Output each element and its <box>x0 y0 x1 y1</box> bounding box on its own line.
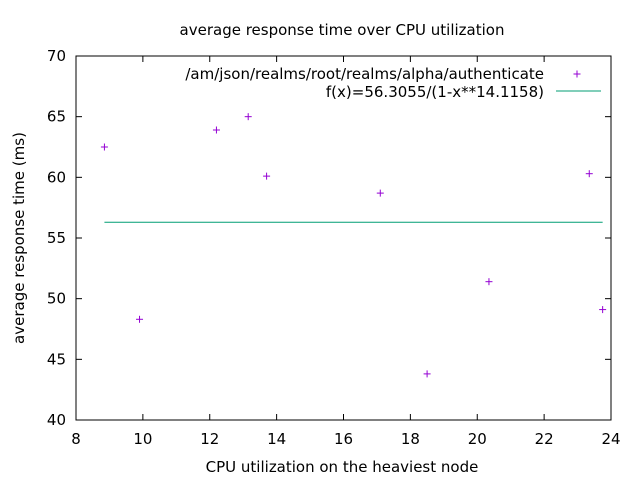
y-tick-label: 45 <box>47 350 66 368</box>
y-tick-label: 50 <box>47 290 66 308</box>
legend-marker-series-1 <box>573 70 581 78</box>
data-point <box>485 278 493 286</box>
data-point <box>376 189 384 197</box>
legend-label-series-2: f(x)=56.3055/(1-x**14.1158) <box>326 83 544 101</box>
y-axis-label: average response time (ms) <box>10 132 28 344</box>
x-axis: 8 10 12 14 16 18 20 22 24 <box>71 56 621 448</box>
x-tick-label: 10 <box>133 430 152 448</box>
series-layer <box>100 113 607 378</box>
data-point <box>100 143 108 151</box>
x-axis-label: CPU utilization on the heaviest node <box>206 458 479 476</box>
x-tick-label: 20 <box>468 430 487 448</box>
data-point <box>423 370 431 378</box>
x-tick-label: 14 <box>267 430 286 448</box>
legend: /am/json/realms/root/realms/alpha/authen… <box>185 65 601 101</box>
chart-title: average response time over CPU utilizati… <box>180 21 505 39</box>
y-tick-label: 65 <box>47 108 66 126</box>
data-point <box>599 306 607 314</box>
x-tick-label: 16 <box>334 430 353 448</box>
data-point <box>263 172 271 180</box>
y-axis: 40 45 50 55 60 65 70 <box>47 47 611 429</box>
x-tick-label: 8 <box>71 430 81 448</box>
plot-border <box>75 55 612 421</box>
x-tick-label: 18 <box>401 430 420 448</box>
x-tick-label: 24 <box>601 430 620 448</box>
y-tick-label: 70 <box>47 47 66 65</box>
data-point <box>244 113 252 121</box>
legend-label-series-1: /am/json/realms/root/realms/alpha/authen… <box>185 65 544 83</box>
x-tick-label: 22 <box>535 430 554 448</box>
data-point <box>136 315 144 323</box>
data-point <box>585 170 593 178</box>
plot-frame <box>75 55 612 421</box>
data-point <box>212 126 220 134</box>
y-tick-label: 40 <box>47 411 66 429</box>
x-tick-label: 12 <box>200 430 219 448</box>
y-tick-label: 60 <box>47 168 66 186</box>
y-tick-label: 55 <box>47 229 66 247</box>
